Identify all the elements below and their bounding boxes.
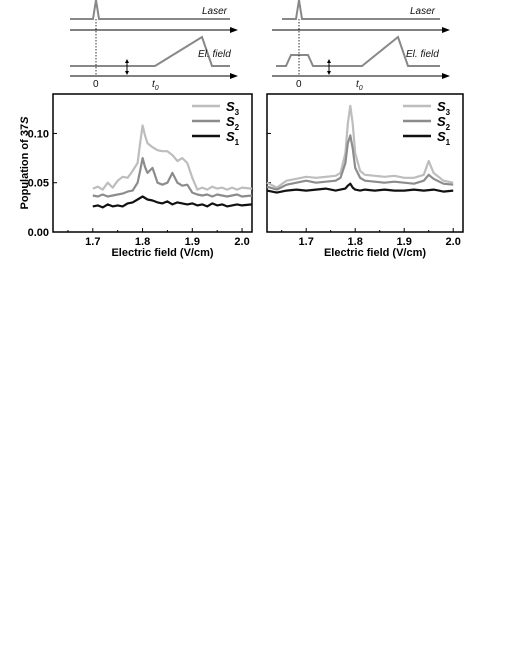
legend-label: S1 [437,129,451,147]
arrowhead [327,59,331,75]
arrowhead [230,27,238,33]
zero-label: 0 [93,79,99,90]
field-label: El. field [198,49,231,60]
x-tick-label: 1.8 [348,236,363,248]
legend-label: S1 [226,129,240,147]
x-axis-label: Electric field (V/cm) [324,247,426,259]
legend-label: S3 [437,99,451,117]
y-tick-label: 0.05 [28,178,49,190]
plot-frame [52,93,253,233]
legend-label: S2 [226,114,240,132]
x-tick-label: 2.0 [234,236,249,248]
timing-diagram-left: Laser El. field 0 t0 [70,0,238,92]
laser-pulse-trace [282,0,440,20]
plot-panel-left: 1.7 1.8 1.9 2.0 0.00 0.05 0.10 Electric field (… [28,93,253,259]
legend-label: S2 [437,114,451,132]
series-line-s2 [92,157,253,198]
arrowhead [230,73,238,79]
x-tick-label: 1.9 [185,236,200,248]
t0-label: t0 [152,79,159,92]
x-tick-label: 1.9 [397,236,412,248]
series-line-s1 [92,195,253,209]
x-tick-label: 1.7 [85,236,100,248]
series-line-s1 [266,182,454,194]
laser-pulse-trace [70,0,230,20]
arrowhead [442,27,450,33]
series-line-s2 [266,134,454,191]
laser-label: Laser [410,6,436,17]
x-tick-label: 2.0 [446,236,461,248]
field-ramp-trace [276,35,440,67]
laser-label: Laser [202,6,228,17]
x-axis-label: Electric field (V/cm) [111,247,213,259]
y-tick-label: 0.00 [28,227,49,239]
t0-label: t0 [356,79,363,92]
x-tick-label: 1.7 [299,236,314,248]
series-line-s3 [266,104,454,189]
arrowhead [442,73,450,79]
timing-diagram-right: Laser El. field 0 t0 [272,0,450,92]
plot-frame [266,93,464,233]
arrowhead [125,59,129,75]
x-tick-label: 1.8 [135,236,150,248]
field-label: El. field [406,49,439,60]
y-tick-label: 0.10 [28,128,49,140]
legend-label: S3 [226,99,240,117]
series-line-s3 [92,124,253,191]
zero-label: 0 [296,79,302,90]
y-axis-label: Population of 37S [19,116,31,210]
